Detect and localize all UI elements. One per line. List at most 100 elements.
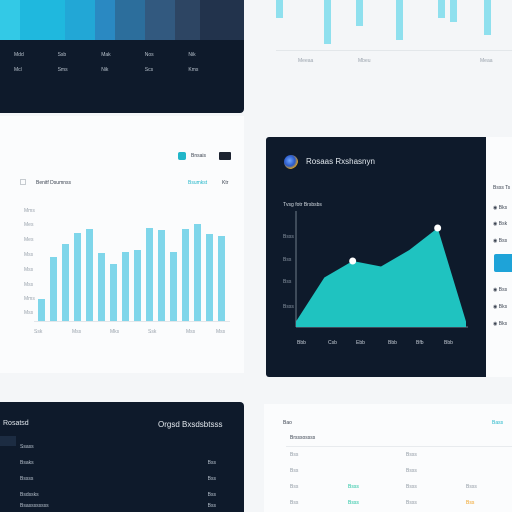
list-item[interactable]: Bsaks Bss <box>0 460 216 466</box>
panel-title: Rosatsd <box>3 420 29 427</box>
radio-option[interactable]: ◉ Bks <box>493 205 508 211</box>
toggle-icon[interactable] <box>178 152 186 160</box>
list-item-value: Bss <box>207 492 216 498</box>
data-point[interactable] <box>349 257 357 265</box>
radio-option-label: Bks <box>498 205 508 211</box>
list-item-value: Bss <box>207 460 216 466</box>
data-point[interactable] <box>434 224 442 232</box>
y-tick-label: Mms <box>24 296 35 302</box>
action-button[interactable] <box>494 254 512 272</box>
table-row: Mcl Sms Nik Scs Kms <box>14 67 232 73</box>
area-chart-panel: Rosaas Rxshasnyn Tvsg fotr Brsbsbs Bsss … <box>266 137 512 377</box>
axis-line <box>276 50 512 51</box>
list-item[interactable]: Bssss Bss <box>0 476 216 482</box>
x-tick-label: Bfb <box>416 340 424 346</box>
x-tick-label: Mks <box>110 329 120 335</box>
chart-bar <box>450 0 457 22</box>
table-subheader: Brsssossss <box>290 435 316 441</box>
side-panel: Bsss Ts ◉ Bks ◉ Bsk ◉ Bss ◉ Bss ◉ Bks ◉ … <box>486 137 512 377</box>
bottom-right-table-panel: Bao Bass Brsssossss Bss Bsss Bss Bsss Bs… <box>264 404 512 512</box>
divider <box>286 446 512 447</box>
table-row[interactable]: Bss Bsss <box>290 468 512 474</box>
radio-option-label: Bks <box>498 321 508 327</box>
bottom-left-panel: Rosatsd Orgsd Bxsdsbtsss Ssass Bsaks Bss… <box>0 402 244 512</box>
chart-bar <box>206 234 213 321</box>
y-tick-label: Mms <box>24 208 35 214</box>
chart-bar <box>50 257 57 321</box>
x-tick-label: Ebb <box>356 340 365 346</box>
table-cell: Nik <box>188 52 196 58</box>
table-cell: Mdd <box>14 52 24 58</box>
legend-item[interactable]: Bsumkst <box>188 180 208 186</box>
chart-bar <box>110 263 117 321</box>
list-item-value: Bss <box>207 476 216 482</box>
y-tick-label: Bsss <box>283 234 294 240</box>
chart-bar <box>134 249 141 321</box>
radio-option-label: Bsk <box>498 221 508 227</box>
logo-icon <box>284 155 298 169</box>
table-cell: Bsss <box>348 500 359 506</box>
toggle-switch[interactable] <box>219 152 231 160</box>
x-tick-label: Meaa <box>480 58 493 64</box>
table-cell: Bsss <box>406 452 417 458</box>
table-cell: Mak <box>101 52 111 58</box>
chart-bar <box>356 0 363 27</box>
x-tick-label: Meeaa <box>298 58 314 64</box>
mid-left-chart-panel: Bnsais Benitf Dsumnss Bsumkst Ktr Mms Me… <box>0 116 244 373</box>
chart-bar <box>182 228 189 321</box>
chart-bar <box>98 252 105 321</box>
radio-option-label: Bks <box>498 304 508 310</box>
area-series <box>296 228 466 327</box>
table-cell: Bsss <box>348 484 359 490</box>
chart-bar <box>122 251 129 321</box>
table-cell: Bsss <box>406 500 417 506</box>
table-cell: Bss <box>290 484 299 490</box>
table-cell <box>348 452 406 458</box>
legend-item[interactable]: Ktr <box>222 180 229 186</box>
list-item[interactable]: Bsdssks Bss <box>0 492 216 498</box>
list-item[interactable]: Ssass <box>0 444 216 450</box>
chart-bar <box>438 0 445 18</box>
y-tick-label: Mes <box>24 222 34 228</box>
y-tick-label: Mss <box>24 267 34 273</box>
chart-bar <box>62 244 69 321</box>
x-tick-label: Mss <box>216 329 226 335</box>
list-item-label: Bsaks <box>20 460 34 466</box>
radio-option[interactable]: ◉ Bss <box>493 287 508 293</box>
chart-subtitle: Tvsg fotr Brsbsbs <box>283 202 322 208</box>
table-cell: Bss <box>290 500 299 506</box>
table-cell: Sms <box>57 67 68 73</box>
radio-option-label: Bss <box>498 238 508 244</box>
chart-bar <box>396 0 403 40</box>
chart-bar <box>158 229 165 321</box>
x-tick-label: Ssk <box>148 329 157 335</box>
radio-option-label: Bss <box>498 287 508 293</box>
side-panel-title: Bsss Ts <box>493 185 511 191</box>
list-item-label: Bssss <box>20 476 34 482</box>
y-tick-label: Bss <box>283 257 292 263</box>
chart-title: Benitf Dsumnss <box>36 180 72 186</box>
table-link[interactable]: Bass <box>492 420 504 426</box>
radio-option[interactable]: ◉ Bks <box>493 321 508 327</box>
radio-option[interactable]: ◉ Bsk <box>493 221 508 227</box>
x-tick-label: Bbb <box>297 340 306 346</box>
table-row[interactable]: Bss Bsss <box>290 452 512 458</box>
chart-bar <box>324 0 331 44</box>
chart-bar <box>218 236 225 321</box>
list-item[interactable]: Bsassssssss Bss <box>0 503 216 509</box>
table-cell: Bss <box>290 468 299 474</box>
table-cell <box>348 468 406 474</box>
chart-bar <box>276 0 283 18</box>
radio-option[interactable]: ◉ Bks <box>493 304 508 310</box>
radio-option[interactable]: ◉ Bss <box>493 238 508 244</box>
y-tick-label: Bss <box>283 279 292 285</box>
table-row[interactable]: Bss Bsss Bsss Bss <box>290 500 512 506</box>
table-row[interactable]: Bss Bsss Bsss Bsss <box>290 484 512 490</box>
list-item-label: Ssass <box>20 444 34 450</box>
table-cell: Nik <box>101 67 109 73</box>
y-tick-label: Mss <box>24 310 34 316</box>
list-item-label: Bsassssssss <box>20 503 49 509</box>
table-cell: Scs <box>144 67 154 73</box>
x-tick-label: Bbb <box>388 340 397 346</box>
checkbox[interactable] <box>20 179 26 185</box>
